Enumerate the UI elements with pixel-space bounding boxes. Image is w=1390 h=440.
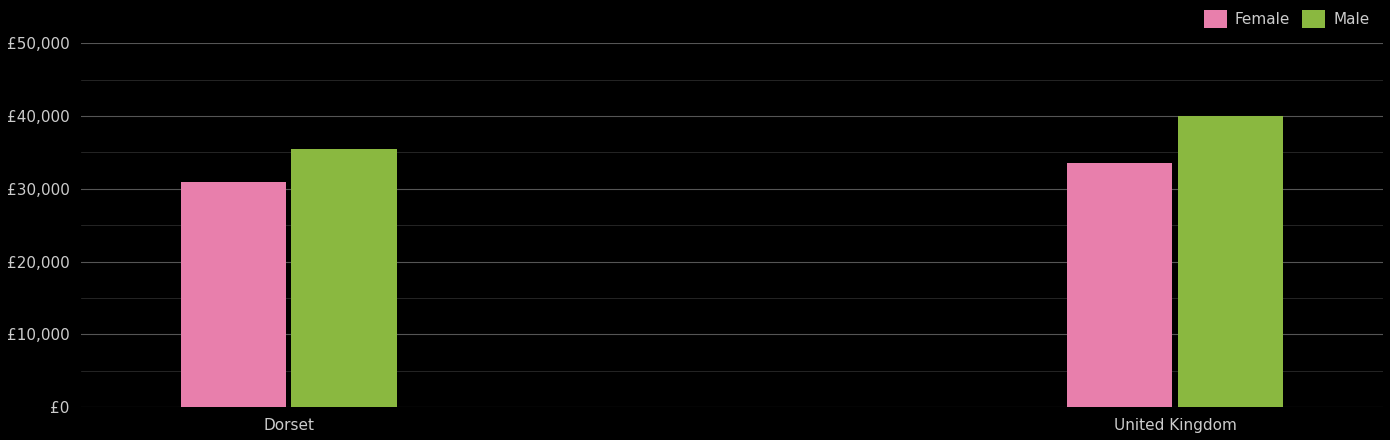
Legend: Female, Male: Female, Male <box>1198 4 1376 35</box>
Bar <box>1068 163 1173 407</box>
Bar <box>181 182 286 407</box>
Bar <box>1179 116 1283 407</box>
Bar <box>292 149 396 407</box>
